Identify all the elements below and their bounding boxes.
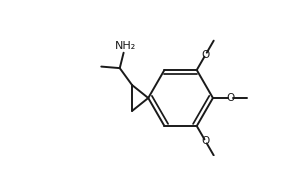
Text: O: O xyxy=(201,136,210,146)
Text: O: O xyxy=(226,93,235,103)
Text: O: O xyxy=(201,50,210,60)
Text: NH₂: NH₂ xyxy=(115,41,136,51)
